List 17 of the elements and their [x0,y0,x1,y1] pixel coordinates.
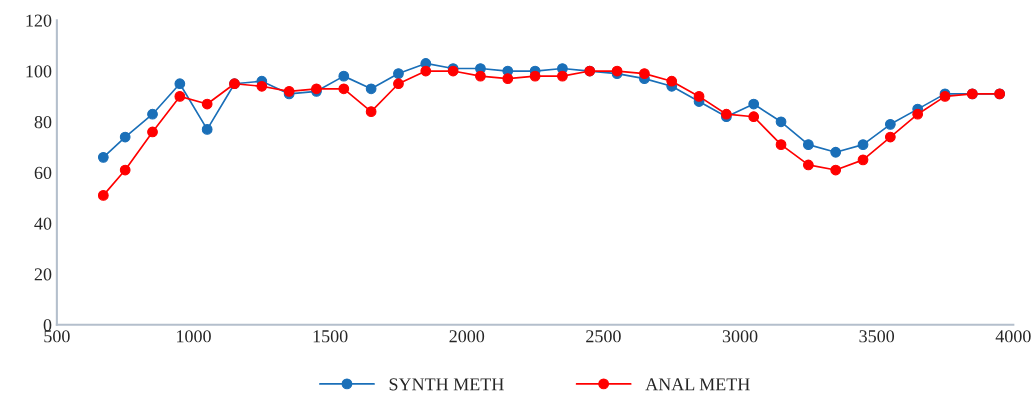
x-tick-label: 3000 [722,330,758,343]
x-tick-label: 1000 [177,330,211,343]
x-tick-label: 2500 [586,330,621,343]
y-tick-label: 20 [34,268,52,281]
y-tick-label: 60 [34,166,52,179]
x-tick-label: 2000 [449,330,485,343]
x-tick-label: 500 [44,330,70,343]
x-tick-label: 3500 [859,330,895,343]
y-tick-label: 100 [26,65,52,78]
x-tick-label: 1500 [313,330,348,343]
legend-label: ANAL METH [645,378,750,391]
y-tick-label: 80 [34,116,52,129]
y-tick-label: 40 [34,217,52,230]
x-tick-label: 4000 [995,330,1031,343]
y-tick-label: 0 [43,319,52,332]
y-tick-label: 120 [26,14,52,27]
legend-label: SYNTH METH [389,378,504,391]
